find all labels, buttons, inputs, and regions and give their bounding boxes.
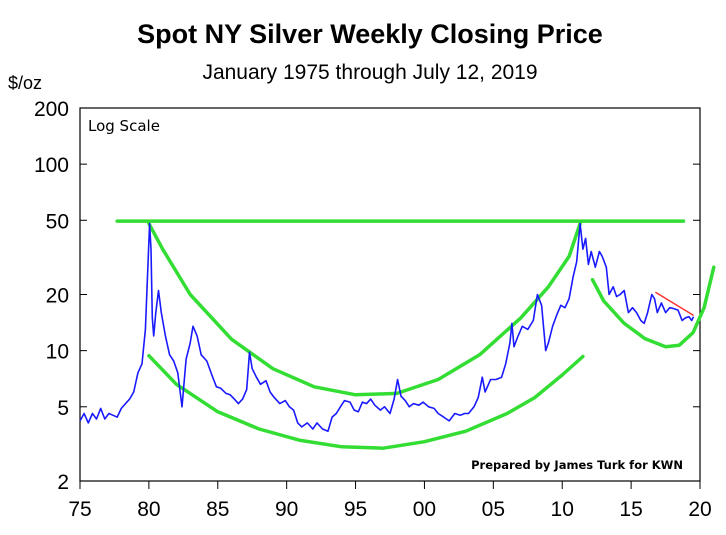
x-tick-label: 05 <box>482 498 505 521</box>
chart-title: Spot NY Silver Weekly Closing Price <box>137 19 603 49</box>
chart-subtitle: January 1975 through July 12, 2019 <box>202 61 537 84</box>
y-tick-label: 200 <box>34 98 69 121</box>
x-tick-label: 20 <box>688 498 711 521</box>
y-tick-label: 20 <box>46 285 69 308</box>
price-series <box>79 222 695 432</box>
y-tick-label: 100 <box>34 154 69 177</box>
x-tick-label: 90 <box>275 498 298 521</box>
silver-price-line <box>79 222 695 432</box>
y-axis-unit-label: $/oz <box>8 73 42 93</box>
log-scale-note: Log Scale <box>88 117 160 135</box>
y-tick-label: 5 <box>57 397 69 420</box>
y-tick-label: 10 <box>46 341 69 364</box>
x-tick-label: 15 <box>619 498 642 521</box>
credit-note: Prepared by James Turk for KWN <box>471 458 683 472</box>
x-tick-label: 80 <box>137 498 160 521</box>
x-tick-label: 00 <box>413 498 436 521</box>
lower-arc-line <box>147 353 585 450</box>
trend-overlays <box>115 219 716 450</box>
plot-area-frame <box>79 107 701 482</box>
x-tick-label: 75 <box>68 498 91 521</box>
x-tick-label: 85 <box>206 498 229 521</box>
recent-arc-line <box>590 265 716 349</box>
y-tick-label: 2 <box>57 471 69 494</box>
upper-arc-line <box>147 221 582 397</box>
x-tick-label: 95 <box>344 498 367 521</box>
trendline-line <box>655 291 694 316</box>
x-tick-label: 10 <box>551 498 574 521</box>
y-tick-label: 50 <box>46 210 69 233</box>
x-axis: 75 80 85 90 95 00 05 10 15 20 <box>68 481 712 521</box>
y-axis: 200 100 50 20 10 5 2 <box>34 98 700 494</box>
